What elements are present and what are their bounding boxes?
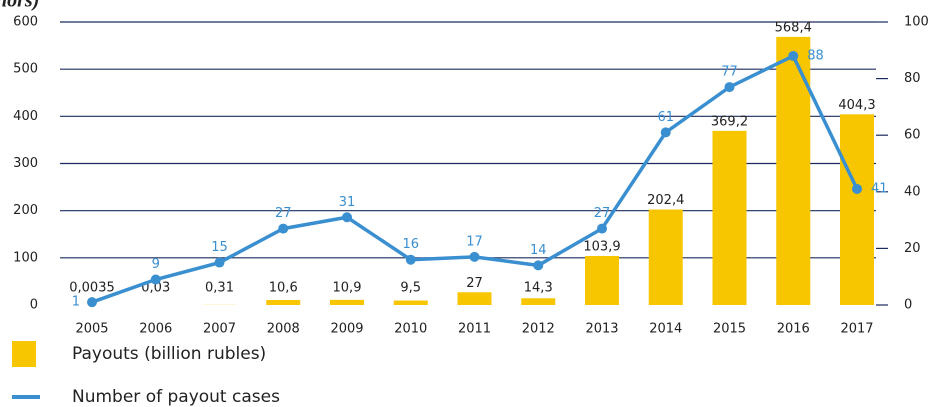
- line-value-label: 14: [530, 243, 547, 258]
- x-tick-label: 2007: [203, 322, 236, 337]
- y-tick-label: 200: [13, 203, 38, 218]
- line-value-label: 1: [72, 295, 80, 310]
- x-tick-label: 2009: [330, 322, 363, 337]
- line-value-label: 27: [594, 206, 611, 221]
- x-tick-label: 2013: [585, 322, 618, 337]
- line-value-label: 31: [339, 195, 356, 210]
- line-point: [150, 274, 161, 285]
- chart-title: hors): [0, 0, 39, 12]
- line-point: [597, 223, 607, 234]
- line-value-label: 77: [721, 65, 738, 80]
- bar-value-label: 27: [466, 276, 483, 291]
- x-tick-label: 2008: [267, 322, 300, 337]
- bar-value-label: 0,0035: [69, 281, 115, 296]
- line-point: [788, 50, 799, 61]
- bar-value-label: 202,4: [647, 193, 684, 208]
- line-point: [278, 223, 289, 234]
- bar-value-label: 10,6: [269, 281, 298, 296]
- y2-tick-label: 20: [904, 241, 921, 256]
- line-point: [533, 260, 544, 271]
- bar: [840, 114, 874, 305]
- line-point: [214, 257, 225, 268]
- y2-tick-label: 100: [904, 15, 929, 30]
- y-tick-label: 600: [13, 15, 38, 30]
- bar-value-label: 10,9: [333, 281, 362, 296]
- y2-tick-label: 0: [904, 298, 912, 313]
- line-value-label: 41: [871, 181, 888, 196]
- bar-value-label: 9,5: [400, 281, 421, 296]
- x-tick-label: 2006: [139, 322, 172, 337]
- bar: [393, 300, 428, 305]
- legend-swatch: [12, 341, 36, 367]
- line-value-label: 61: [657, 110, 674, 125]
- line-point: [469, 251, 480, 262]
- x-tick-label: 2014: [649, 322, 682, 337]
- line-value-label: 27: [275, 206, 292, 221]
- bar-value-label: 0,31: [205, 281, 234, 296]
- x-tick-label: 2015: [713, 322, 746, 337]
- bar: [457, 292, 492, 305]
- y-tick-label: 0: [30, 298, 38, 313]
- line-point: [724, 82, 735, 93]
- y2-tick-label: 60: [904, 128, 921, 143]
- x-tick-label: 2016: [777, 322, 810, 337]
- line-point: [660, 127, 671, 138]
- legend-label: Number of payout cases: [72, 387, 280, 407]
- bar: [330, 299, 364, 305]
- bar-value-label: 568,4: [775, 20, 812, 35]
- bar: [521, 298, 556, 305]
- legend-label: Payouts (billion rubles): [72, 344, 266, 364]
- x-tick-label: 2011: [458, 322, 491, 337]
- bar-value-label: 103,9: [583, 239, 620, 254]
- bar: [266, 300, 301, 305]
- bar-value-label: 0,03: [141, 281, 170, 296]
- line-value-label: 88: [807, 48, 824, 63]
- y-tick-label: 500: [13, 62, 38, 77]
- line-point: [87, 297, 97, 308]
- line-value-label: 16: [402, 237, 419, 252]
- y2-tick-label: 40: [904, 184, 921, 199]
- y-tick-label: 300: [13, 156, 38, 171]
- x-tick-label: 2012: [522, 322, 555, 337]
- bar: [712, 130, 747, 305]
- x-tick-label: 2010: [394, 322, 427, 337]
- line-value-label: 9: [152, 257, 160, 272]
- y-tick-label: 400: [13, 109, 38, 124]
- line-value-label: 17: [466, 234, 483, 249]
- line-point: [852, 183, 862, 194]
- bar-value-label: 14,3: [524, 281, 553, 296]
- y2-tick-label: 80: [904, 71, 921, 86]
- x-tick-label: 2005: [75, 322, 108, 337]
- bar: [648, 209, 683, 305]
- bar: [585, 255, 619, 305]
- line-point: [405, 254, 416, 265]
- line-point: [342, 212, 352, 223]
- x-tick-label: 2017: [840, 322, 873, 337]
- bar-value-label: 369,2: [711, 114, 748, 129]
- y-tick-label: 100: [13, 250, 38, 265]
- line-value-label: 15: [211, 240, 228, 255]
- bar-value-label: 404,3: [838, 98, 875, 113]
